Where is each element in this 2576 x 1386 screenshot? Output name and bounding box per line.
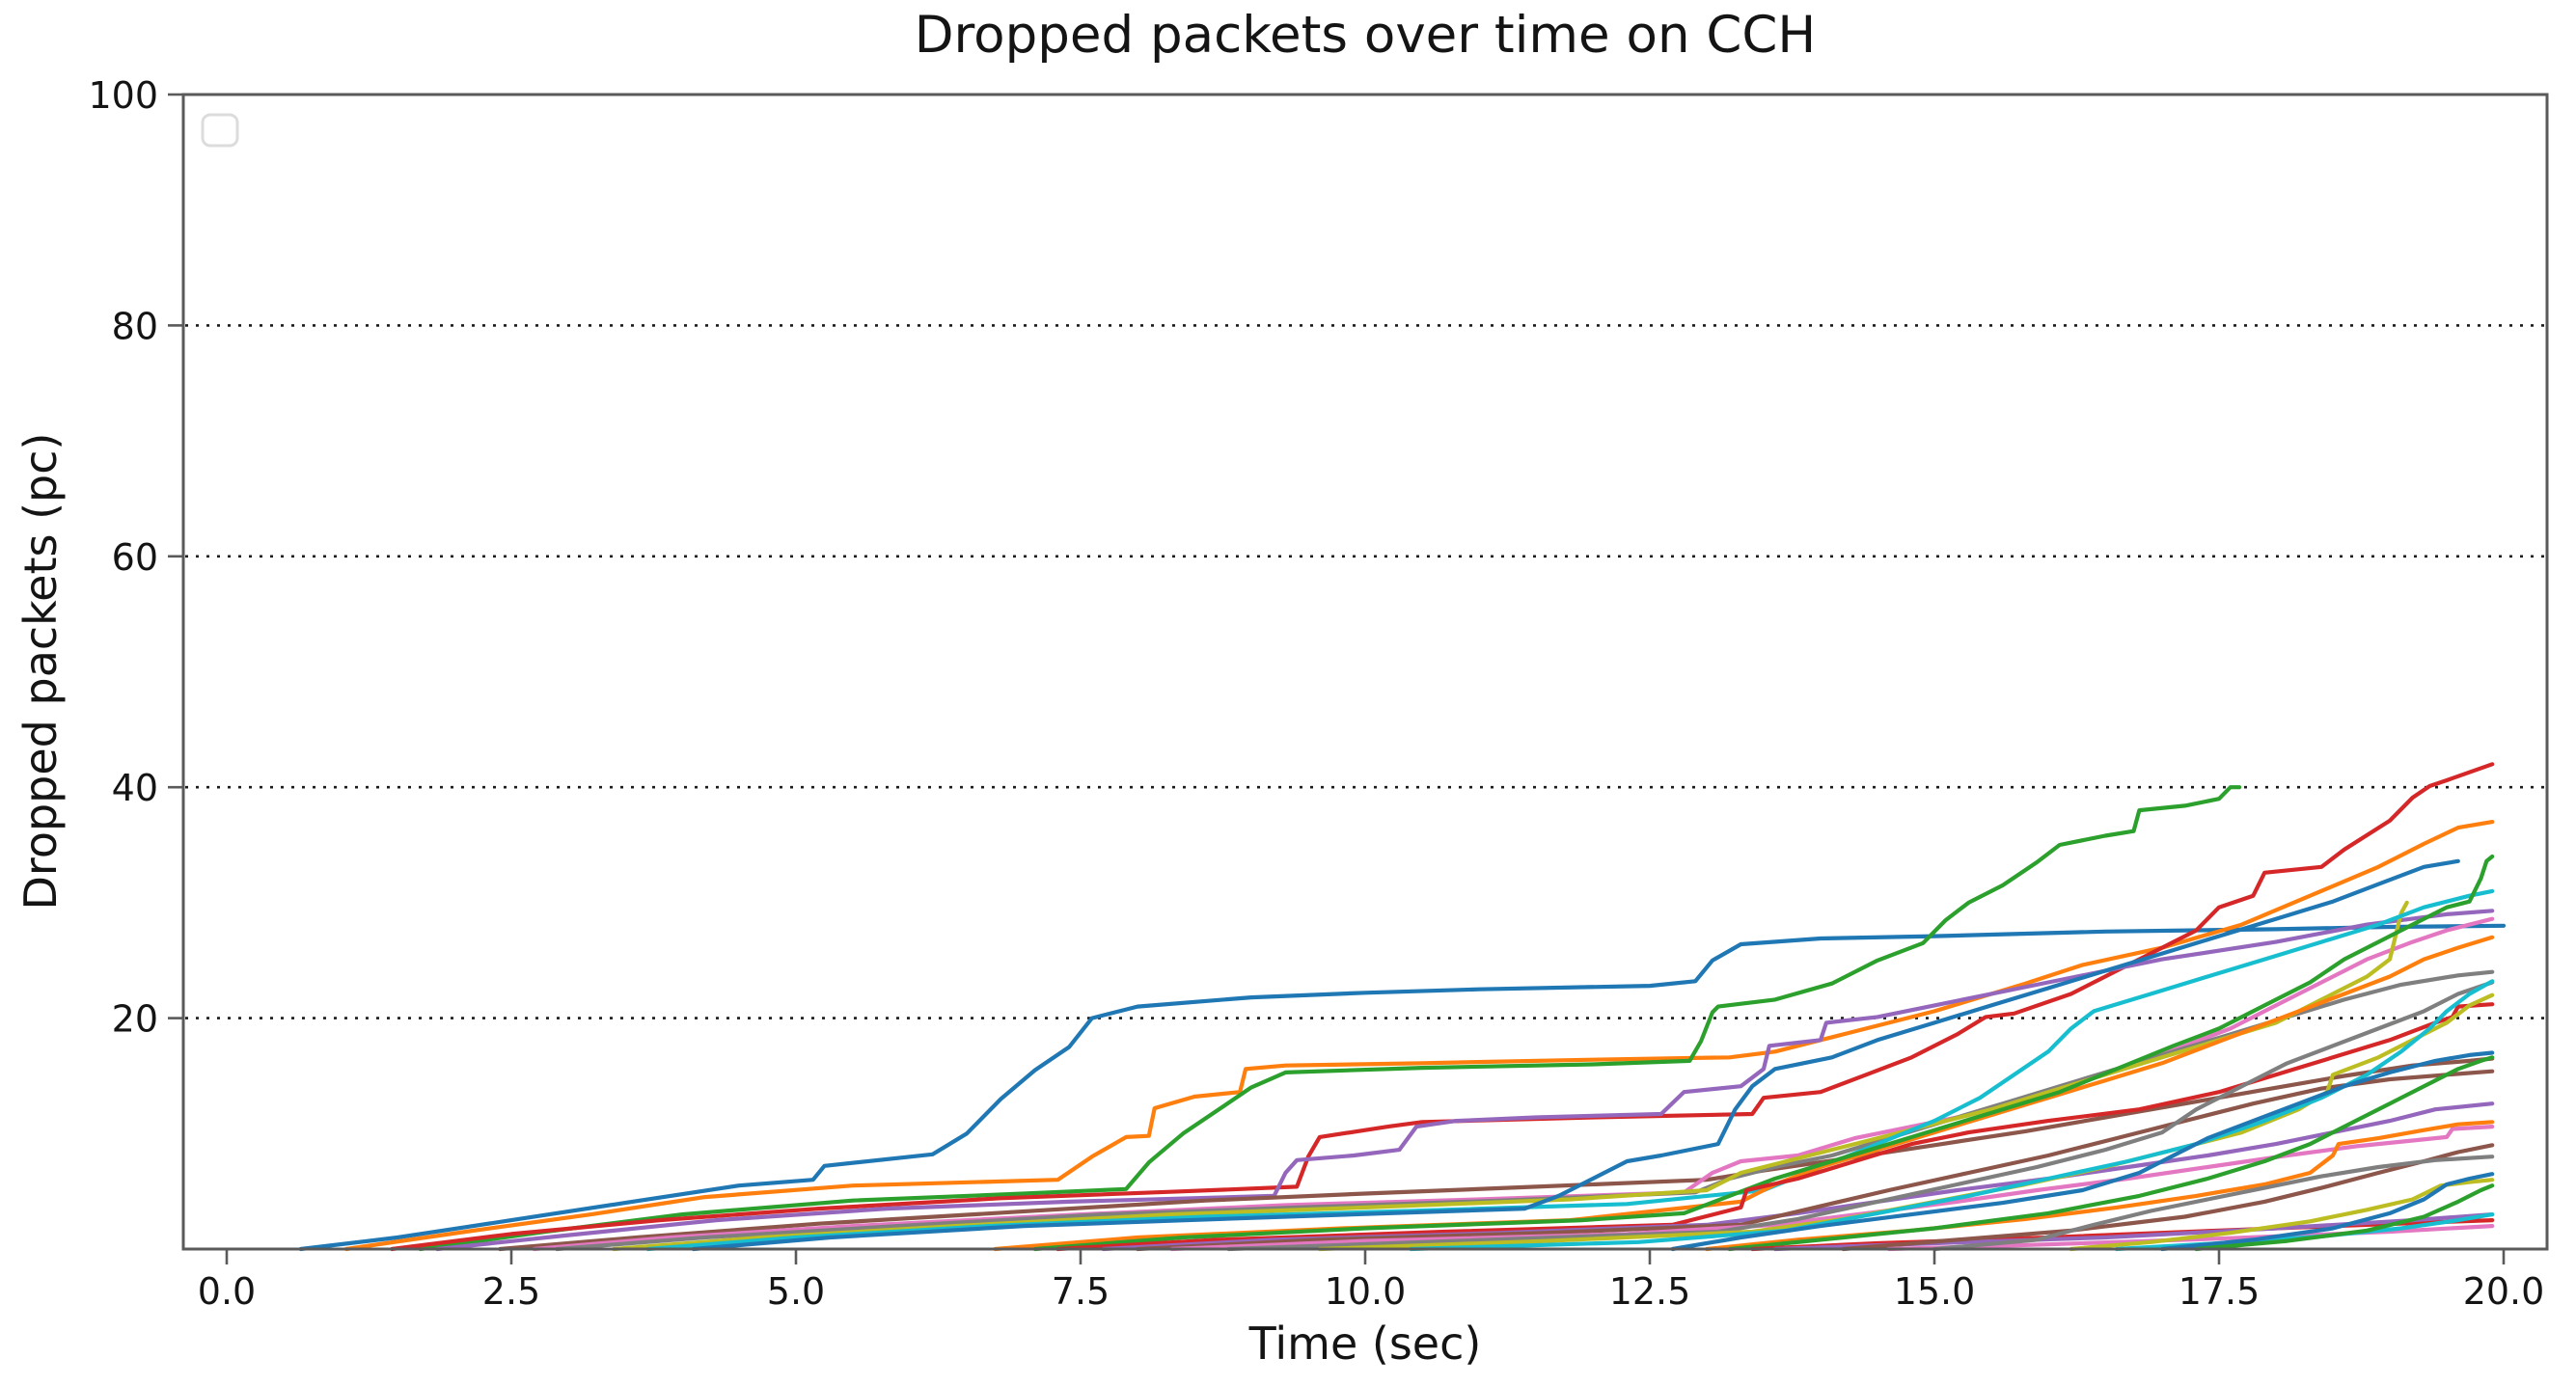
series-line-4 [390,762,2495,1252]
series-line-26 [1841,1143,2495,1252]
series-line-13 [1032,854,2495,1252]
y-tick-label-20: 20 [112,998,158,1041]
x-tick-label-7.5: 7.5 [1052,1270,1110,1313]
x-tick-label-0.0: 0.0 [198,1270,256,1313]
series-line-14 [1055,1002,2495,1252]
chart-title: Dropped packets over time on CCH [914,6,1817,65]
y-tick-label-100: 100 [88,74,158,117]
x-tick-label-17.5: 17.5 [2179,1270,2261,1313]
y-tick-label-80: 80 [112,305,158,347]
y-tick-label-60: 60 [112,536,158,579]
series-line-32 [2194,1183,2495,1252]
series-line-29 [2069,1178,2495,1252]
x-axis-label: Time (sec) [1248,1318,1482,1370]
series-line-3 [418,785,2242,1252]
series-line-1 [298,923,2507,1252]
series-line-17 [1169,1124,2495,1252]
series-line-21 [1670,1050,2495,1252]
series-line-6 [498,1056,2495,1252]
series-line-23 [1727,1055,2495,1252]
x-tick-label-15.0: 15.0 [1894,1270,1976,1313]
series-line-16 [1135,1069,2495,1252]
x-tick-label-5.0: 5.0 [767,1270,825,1313]
x-tick-label-10.0: 10.0 [1325,1270,1407,1313]
series-line-12 [993,935,2495,1252]
series-line-2 [343,819,2495,1252]
series-line-18 [1226,980,2495,1252]
legend-box [201,113,239,148]
series-line-9 [612,900,2409,1252]
series-line-11 [691,858,2460,1252]
x-tick-label-20.0: 20.0 [2463,1270,2545,1313]
series-line-31 [2159,1172,2495,1252]
series-line-27 [1886,1223,2495,1252]
x-tick-label-12.5: 12.5 [1609,1270,1691,1313]
x-tick-label-2.5: 2.5 [482,1270,540,1313]
axes-spines [181,93,2549,1251]
series-line-20 [1409,979,2495,1252]
series-line-28 [1932,1155,2495,1252]
y-tick-label-40: 40 [112,767,158,809]
